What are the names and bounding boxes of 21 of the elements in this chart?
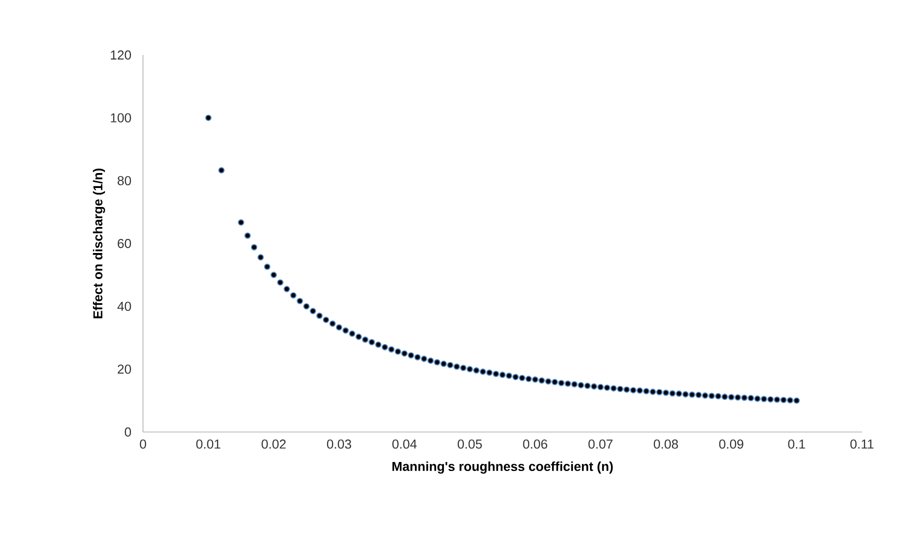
x-tick-label: 0.08 bbox=[654, 440, 678, 449]
y-tick-label: 120 bbox=[110, 50, 132, 60]
x-tick-label: 0.03 bbox=[326, 440, 352, 449]
x-tick-label: 0.02 bbox=[262, 440, 286, 449]
y-tick-label: 40 bbox=[117, 302, 132, 311]
x-tick-label: 0.09 bbox=[719, 440, 744, 449]
y-tick-label: 20 bbox=[118, 364, 132, 374]
x-tick-label: 0.06 bbox=[523, 440, 548, 449]
x-tick-label: 0.1 bbox=[788, 440, 806, 449]
x-tick-label: 0.07 bbox=[588, 440, 612, 449]
x-tick-label: 0.01 bbox=[196, 440, 220, 449]
y-tick-label: 0 bbox=[124, 427, 132, 437]
y-tick-label: 80 bbox=[118, 176, 132, 186]
x-tick-label: 0.04 bbox=[392, 440, 417, 449]
y-tick-label: 100 bbox=[110, 113, 132, 122]
x-tick-label: 0.05 bbox=[458, 440, 482, 449]
x-tick-label: 0 bbox=[140, 440, 146, 449]
x-tick-label: 0.11 bbox=[850, 440, 874, 449]
x-axis-title: Manning's roughness coefficient (n) bbox=[392, 461, 613, 474]
y-tick-label: 60 bbox=[118, 238, 132, 248]
y-axis-title: Effect on discharge (1/n) bbox=[92, 168, 106, 318]
